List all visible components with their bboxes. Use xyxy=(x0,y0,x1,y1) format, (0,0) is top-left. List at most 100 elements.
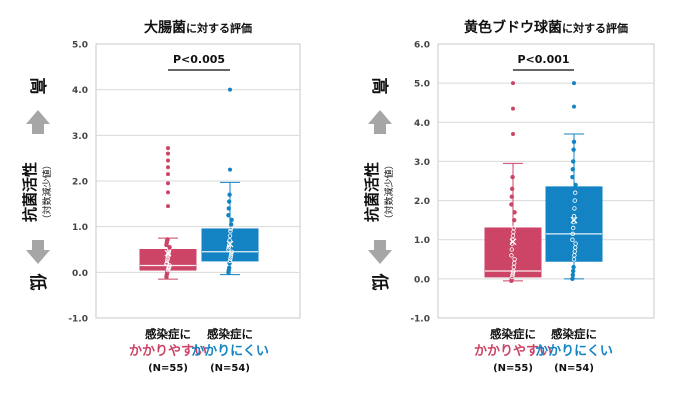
category-label-line2: かかりにくい xyxy=(535,344,613,359)
category-label-line1: 感染症に xyxy=(145,327,191,341)
data-point xyxy=(512,257,517,262)
y-tick-label: -1.0 xyxy=(68,315,88,325)
category-n-label: (N=55) xyxy=(493,363,533,374)
data-point xyxy=(571,159,576,164)
category-label-line1: 感染症に xyxy=(490,327,536,341)
outlier-point xyxy=(166,172,170,177)
data-point xyxy=(227,238,232,243)
data-point xyxy=(166,249,171,254)
data-point xyxy=(570,174,575,180)
data-point xyxy=(570,276,575,282)
category-n-label: (N=54) xyxy=(554,363,594,374)
y-tick-label: 1.0 xyxy=(72,223,88,233)
y-tick-label: 2.0 xyxy=(72,178,88,188)
high-label: 高 xyxy=(369,78,390,95)
outlier-point xyxy=(166,165,170,170)
chart-panel-1: -1.0 0.0 1.0 2.0 3.0 4.0 5.0 6.0 黄色ブドウ球菌に対する評価 P<… xyxy=(410,19,655,374)
data-point xyxy=(165,254,171,259)
chart-title-main: 黄色ブドウ球菌 xyxy=(464,19,562,36)
outlier-point xyxy=(228,87,232,92)
plot-frame xyxy=(437,43,655,319)
data-point xyxy=(572,206,577,211)
y-tick-label: 3.0 xyxy=(414,158,430,168)
data-point xyxy=(226,245,231,250)
category-label-line1: 感染症に xyxy=(551,327,597,341)
data-point xyxy=(571,225,576,231)
down-arrow-icon xyxy=(26,240,50,264)
y-tick-label: 4.0 xyxy=(72,86,88,96)
data-point xyxy=(510,270,516,276)
category-label-line2: かかりやすい xyxy=(474,344,552,359)
data-point xyxy=(509,247,514,252)
chart-panel-0: -1.0 0.0 1.0 2.0 3.0 4.0 5.0 大腸菌に対する評価 P<0.005 感染… xyxy=(68,19,301,374)
y-tick-label: 6.0 xyxy=(414,41,430,51)
outlier-point xyxy=(166,158,170,163)
data-point xyxy=(570,167,575,172)
data-point xyxy=(227,233,233,238)
data-point xyxy=(165,256,170,261)
data-point xyxy=(571,214,577,219)
y-tick-label: 0.0 xyxy=(72,269,88,279)
data-point xyxy=(229,217,234,223)
outlier-point xyxy=(166,190,170,195)
chart-title: 黄色ブドウ球菌に対する評価 xyxy=(464,19,628,36)
data-point xyxy=(228,229,233,234)
chart-title-rest: に対する評価 xyxy=(562,21,628,35)
outlier-point xyxy=(572,104,576,109)
activity-label: 抗菌活性 xyxy=(21,162,39,222)
down-arrow-icon xyxy=(368,240,392,264)
data-point xyxy=(226,213,231,218)
data-point xyxy=(226,265,232,270)
outlier-point xyxy=(511,132,515,137)
data-point xyxy=(509,202,514,207)
data-point xyxy=(510,272,515,278)
data-point xyxy=(573,241,578,246)
chart-title-rest: に対する評価 xyxy=(186,21,252,35)
outlier-point xyxy=(166,181,170,186)
data-point xyxy=(227,192,232,197)
data-point xyxy=(573,182,578,188)
y-tick-label: 2.0 xyxy=(414,197,430,207)
data-point xyxy=(228,251,234,257)
data-point xyxy=(570,237,575,242)
category-n-label: (N=54) xyxy=(210,363,250,374)
data-point xyxy=(570,231,575,237)
high-label: 高 xyxy=(27,78,48,95)
data-point xyxy=(511,225,516,231)
outlier-point xyxy=(166,204,170,209)
activity-label: 抗菌活性 xyxy=(363,162,381,222)
outlier-point xyxy=(511,106,515,111)
chart-title: 大腸菌に対する評価 xyxy=(144,19,252,36)
y-tick-label: -1.0 xyxy=(410,315,430,325)
y-tick-label: 1.0 xyxy=(414,236,430,246)
outlier-point xyxy=(511,81,515,86)
outlier-point xyxy=(572,81,576,86)
outlier-point xyxy=(228,167,232,172)
category-n-label: (N=55) xyxy=(148,363,188,374)
y-tick-label: 5.0 xyxy=(72,41,88,51)
outlier-point xyxy=(166,151,170,156)
data-point xyxy=(573,190,578,195)
significance-label: P<0.001 xyxy=(517,53,569,66)
data-point xyxy=(509,253,514,258)
data-point xyxy=(229,249,234,254)
significance-label: P<0.005 xyxy=(173,53,225,66)
data-point xyxy=(226,199,232,204)
activity-sublabel: （対数減少値） xyxy=(383,160,395,223)
data-point xyxy=(226,247,231,252)
data-point xyxy=(509,194,514,199)
chart-title-main: 大腸菌 xyxy=(144,19,186,36)
data-point xyxy=(165,237,170,242)
data-point xyxy=(228,254,233,259)
data-point xyxy=(166,251,171,257)
data-point xyxy=(512,210,517,215)
data-point xyxy=(572,198,577,203)
data-point xyxy=(228,226,233,232)
data-point xyxy=(228,222,234,227)
data-point xyxy=(226,206,231,211)
